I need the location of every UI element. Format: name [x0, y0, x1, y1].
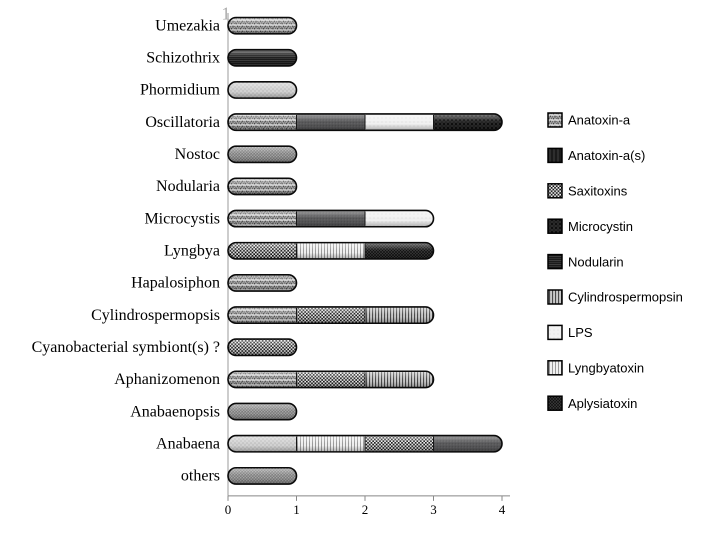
svg-text:Nodularia: Nodularia [156, 178, 220, 195]
svg-text:others: others [181, 468, 220, 485]
svg-text:Cyanobacterial symbiont(s) ?: Cyanobacterial symbiont(s) ? [32, 339, 220, 356]
svg-text:2: 2 [362, 502, 369, 517]
svg-text:LPS: LPS [568, 325, 593, 340]
svg-text:4: 4 [499, 502, 506, 517]
svg-text:Microcystis: Microcystis [144, 210, 220, 227]
svg-text:Phormidium: Phormidium [140, 82, 221, 99]
svg-text:3: 3 [430, 502, 437, 517]
svg-text:Hapalosiphon: Hapalosiphon [131, 275, 220, 292]
svg-text:Aphanizomenon: Aphanizomenon [114, 371, 220, 388]
svg-text:Anabaenopsis: Anabaenopsis [130, 403, 220, 420]
svg-text:Umezakia: Umezakia [155, 17, 220, 34]
svg-text:Anatoxin-a: Anatoxin-a [568, 113, 631, 128]
svg-text:Lyngbya: Lyngbya [164, 242, 220, 259]
svg-text:0: 0 [225, 502, 232, 517]
svg-text:Lyngbyatoxin: Lyngbyatoxin [568, 361, 644, 376]
svg-text:Microcystin: Microcystin [568, 219, 633, 234]
svg-text:Oscillatoria: Oscillatoria [145, 114, 220, 131]
svg-text:Cylindrospermopsis: Cylindrospermopsis [91, 307, 220, 324]
svg-text:Schizothrix: Schizothrix [146, 50, 220, 67]
svg-text:1: 1 [293, 502, 300, 517]
svg-text:Anabaena: Anabaena [156, 435, 220, 452]
svg-text:Nostoc: Nostoc [175, 146, 220, 163]
svg-text:Saxitoxins: Saxitoxins [568, 184, 628, 199]
svg-text:Cylindrospermopsin: Cylindrospermopsin [568, 290, 683, 305]
svg-text:Anatoxin-a(s): Anatoxin-a(s) [568, 148, 645, 163]
svg-text:Nodularin: Nodularin [568, 254, 624, 269]
svg-text:Aplysiatoxin: Aplysiatoxin [568, 396, 637, 411]
